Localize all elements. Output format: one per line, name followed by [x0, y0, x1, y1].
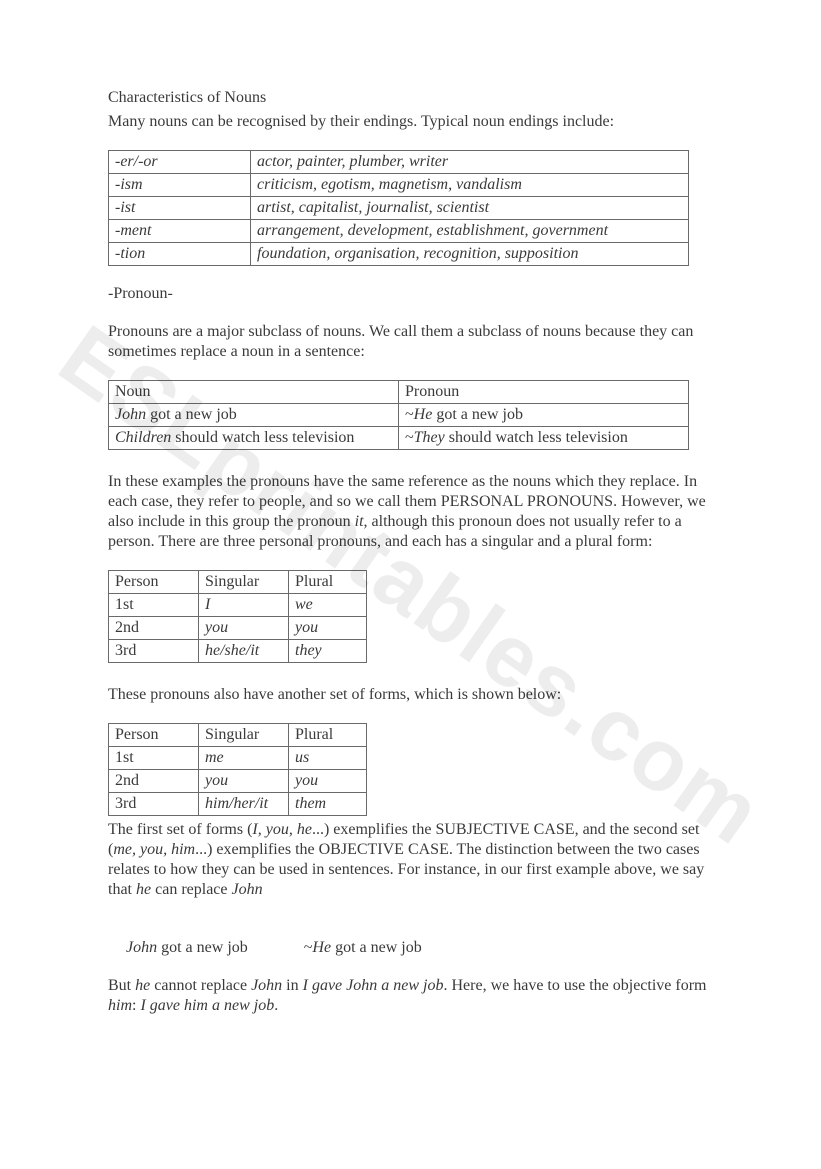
cell-examples: arrangement, development, establishment,… [251, 220, 689, 243]
final-paragraph: But he cannot replace John in I gave Joh… [108, 976, 721, 1016]
cell-singular: you [199, 617, 289, 640]
cell-person: 3rd [109, 793, 199, 816]
cell-pronoun: ~They should watch less television [399, 427, 689, 450]
table-row: -tion foundation, organisation, recognit… [109, 243, 689, 266]
cell-person: 3rd [109, 640, 199, 663]
table-row: -ment arrangement, development, establis… [109, 220, 689, 243]
table-row: John got a new job ~He got a new job [109, 404, 689, 427]
table-row: 2nd you you [109, 617, 367, 640]
cell-person: 1st [109, 594, 199, 617]
table-row: 1st me us [109, 747, 367, 770]
cell-examples: actor, painter, plumber, writer [251, 151, 689, 174]
header-person: Person [109, 571, 199, 594]
cell-singular: him/her/it [199, 793, 289, 816]
table-row: 3rd him/her/it them [109, 793, 367, 816]
example-line: John got a new job ~He got a new job [126, 918, 721, 958]
cell-singular: me [199, 747, 289, 770]
pronoun-intro: Pronouns are a major subclass of nouns. … [108, 322, 721, 362]
subjective-pronouns-table: Person Singular Plural 1st I we 2nd you … [108, 570, 367, 663]
objective-pronouns-table: Person Singular Plural 1st me us 2nd you… [108, 723, 367, 816]
cell-pronoun: ~He got a new job [399, 404, 689, 427]
table-row: -ist artist, capitalist, journalist, sci… [109, 197, 689, 220]
table-row: -ism criticism, egotism, magnetism, vand… [109, 174, 689, 197]
cell-person: 2nd [109, 770, 199, 793]
cell-examples: criticism, egotism, magnetism, vandalism [251, 174, 689, 197]
cell-ending: -ism [109, 174, 251, 197]
header-plural: Plural [289, 724, 367, 747]
cell-singular: you [199, 770, 289, 793]
cell-plural: you [289, 617, 367, 640]
other-forms-paragraph: These pronouns also have another set of … [108, 685, 721, 705]
header-plural: Plural [289, 571, 367, 594]
table-row: Person Singular Plural [109, 571, 367, 594]
cell-examples: foundation, organisation, recognition, s… [251, 243, 689, 266]
table-row: -er/-or actor, painter, plumber, writer [109, 151, 689, 174]
cell-ending: -tion [109, 243, 251, 266]
header-person: Person [109, 724, 199, 747]
table-row: 1st I we [109, 594, 367, 617]
cell-ending: -ist [109, 197, 251, 220]
cell-plural: us [289, 747, 367, 770]
cell-person: 1st [109, 747, 199, 770]
cell-singular: he/she/it [199, 640, 289, 663]
cell-person: 2nd [109, 617, 199, 640]
cell-plural: we [289, 594, 367, 617]
cell-noun: John got a new job [109, 404, 399, 427]
pronoun-heading: -Pronoun- [108, 284, 721, 304]
header-singular: Singular [199, 724, 289, 747]
table-row: 2nd you you [109, 770, 367, 793]
noun-endings-table: -er/-or actor, painter, plumber, writer … [108, 150, 689, 266]
page-title: Characteristics of Nouns [108, 88, 721, 108]
table-row: 3rd he/she/it they [109, 640, 367, 663]
cell-ending: -er/-or [109, 151, 251, 174]
cell-ending: -ment [109, 220, 251, 243]
table-row: Children should watch less television ~T… [109, 427, 689, 450]
cell-singular: I [199, 594, 289, 617]
header-noun: Noun [109, 381, 399, 404]
intro-paragraph: Many nouns can be recognised by their en… [108, 112, 721, 132]
header-pronoun: Pronoun [399, 381, 689, 404]
case-paragraph: The first set of forms (I, you, he...) e… [108, 820, 721, 900]
table-row: Noun Pronoun [109, 381, 689, 404]
personal-pronouns-paragraph: In these examples the pronouns have the … [108, 472, 721, 552]
cell-examples: artist, capitalist, journalist, scientis… [251, 197, 689, 220]
cell-plural: you [289, 770, 367, 793]
table-row: Person Singular Plural [109, 724, 367, 747]
cell-plural: them [289, 793, 367, 816]
cell-noun: Children should watch less television [109, 427, 399, 450]
cell-plural: they [289, 640, 367, 663]
noun-pronoun-table: Noun Pronoun John got a new job ~He got … [108, 380, 689, 450]
header-singular: Singular [199, 571, 289, 594]
